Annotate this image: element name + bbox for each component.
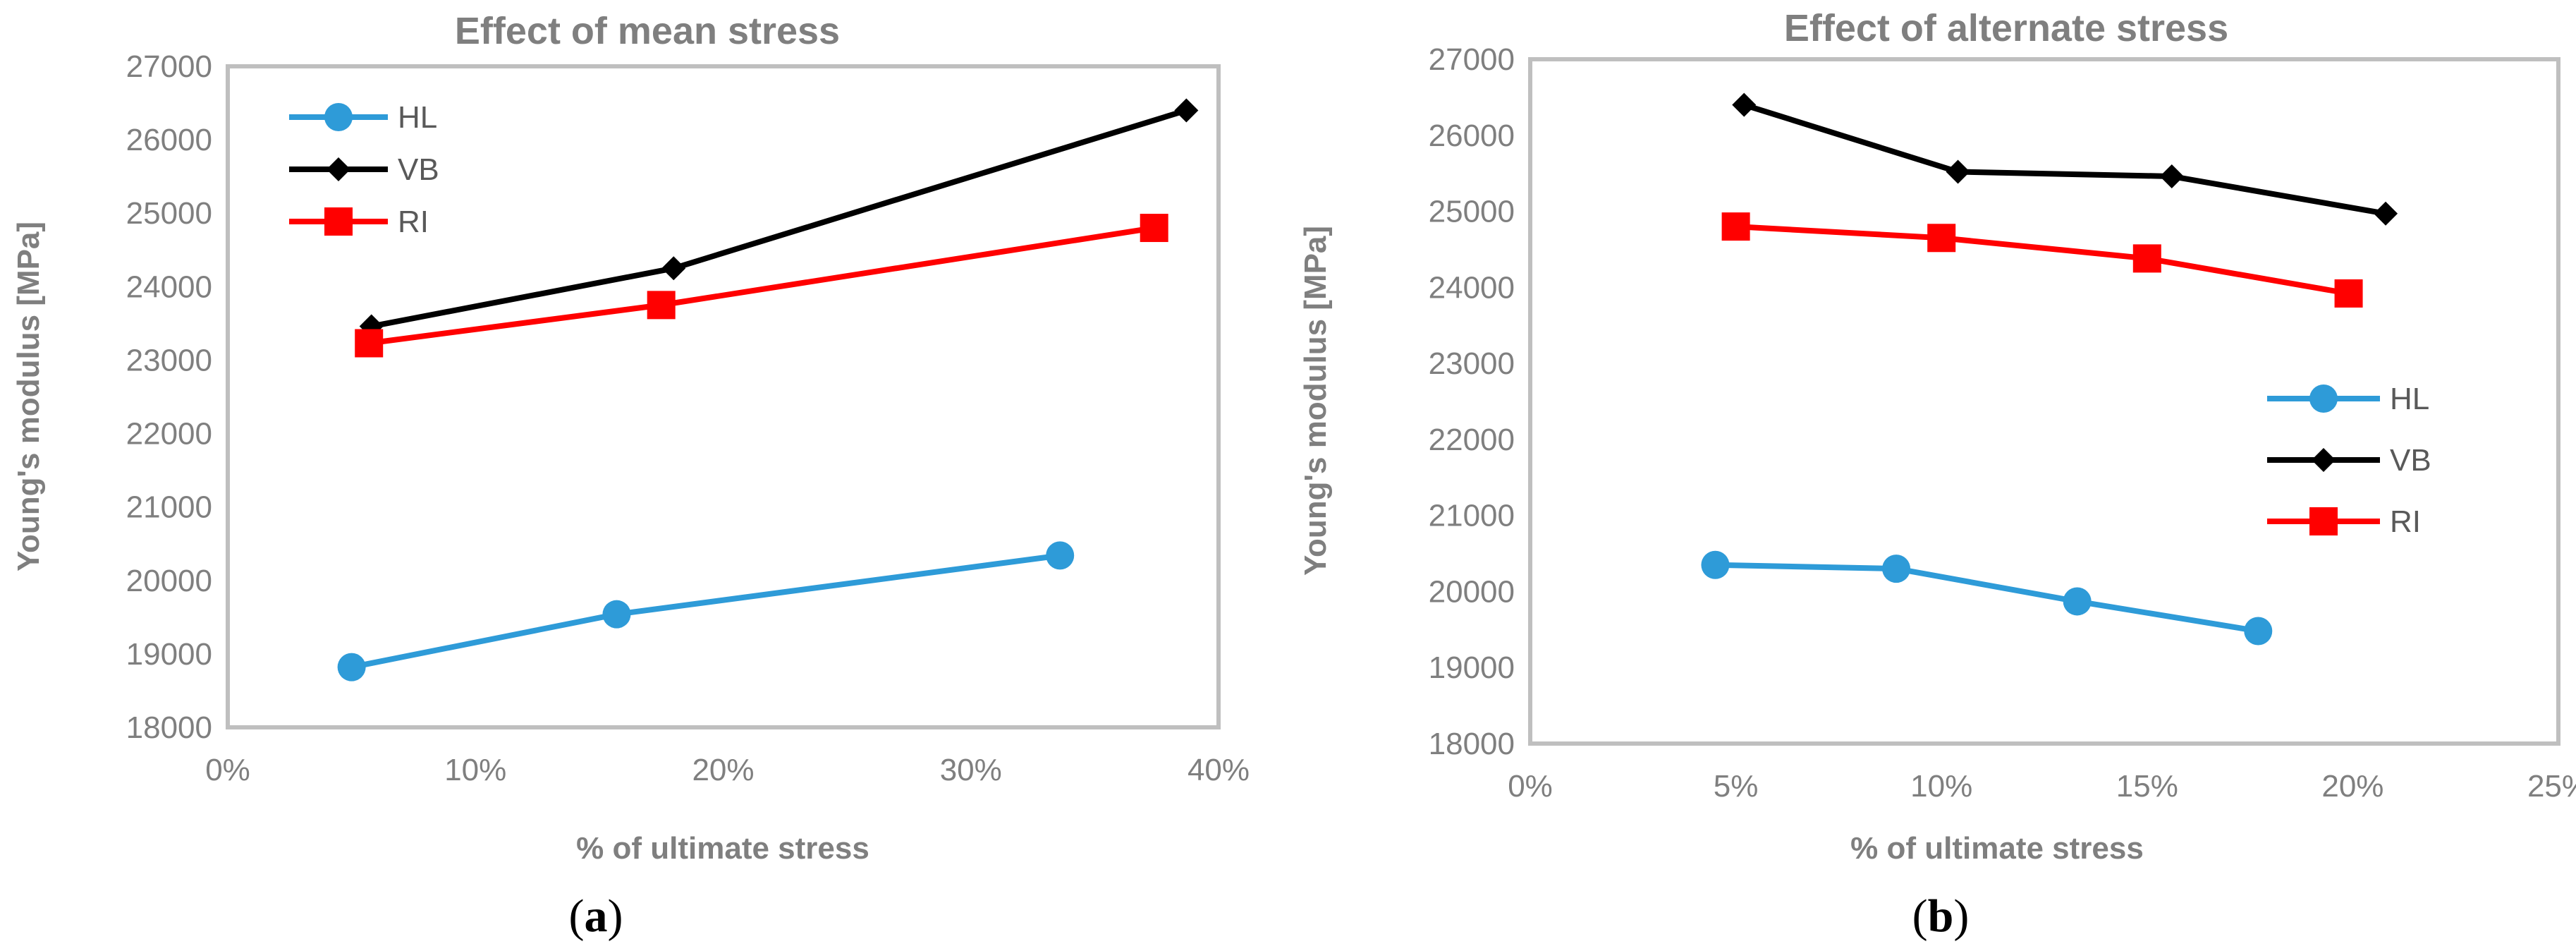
legend-marker-hl: [324, 103, 353, 131]
legend-label-hl: HL: [2390, 382, 2429, 416]
y-tick-label: 20000: [126, 564, 212, 598]
data-point-ri: [1140, 214, 1168, 243]
chart-title: Effect of mean stress: [455, 10, 840, 52]
y-tick-label: 21000: [126, 490, 212, 525]
legend-label-ri: RI: [2390, 504, 2421, 539]
data-point-ri: [355, 329, 384, 358]
x-tick-labels: 0% 5% 10% 15% 20% 25%: [1508, 769, 2576, 804]
series-line-hl: [1715, 562, 2259, 634]
y-tick-label: 22000: [126, 417, 212, 452]
legend-marker-ri: [324, 207, 353, 236]
y-tick-label: 18000: [1429, 727, 1515, 761]
y-tick-labels: 18000 19000 20000 21000 22000 23000 24000 25000…: [1429, 42, 1515, 761]
data-point-vb: [1946, 159, 1970, 184]
data-point-hl: [1701, 550, 1730, 579]
legend-marker-vb: [326, 157, 350, 181]
y-tick-label: 19000: [126, 637, 212, 672]
y-tick-label: 23000: [126, 343, 212, 377]
panel-label-open-paren: (: [569, 890, 585, 942]
series-line-ri: [368, 225, 1155, 346]
y-tick-label: 20000: [1429, 574, 1515, 609]
legend: HL VB RI: [2267, 382, 2431, 539]
series-line-hl: [350, 552, 1061, 670]
data-point-ri: [1927, 224, 1956, 253]
plot-area-frame: [226, 64, 1221, 729]
x-tick-label: 40%: [1188, 753, 1250, 787]
chart-panel-b: Effect of alternate stress Young's modul…: [1298, 7, 2576, 942]
data-point-ri: [647, 291, 676, 320]
x-axis-label: % of ultimate stress: [576, 831, 869, 866]
y-tick-label: 26000: [126, 123, 212, 157]
y-tick-label: 22000: [1429, 423, 1515, 457]
y-tick-label: 21000: [1429, 499, 1515, 533]
x-tick-label: 0%: [205, 753, 250, 787]
chart-title: Effect of alternate stress: [1784, 7, 2228, 49]
data-point-hl: [602, 600, 631, 629]
x-tick-label: 0%: [1508, 769, 1553, 804]
y-tick-label: 27000: [126, 49, 212, 84]
x-tick-label: 30%: [940, 753, 1002, 787]
y-tick-label: 25000: [126, 196, 212, 231]
legend-label-hl: HL: [398, 100, 437, 135]
data-point-hl: [1046, 541, 1075, 570]
y-tick-label: 25000: [1429, 195, 1515, 229]
x-tick-label: 10%: [1910, 769, 1972, 804]
plot-area-frame: [1528, 57, 2560, 746]
y-tick-label: 24000: [1429, 270, 1515, 305]
data-point-vb: [1174, 98, 1199, 123]
y-tick-label: 19000: [1429, 650, 1515, 685]
series-layer: [337, 98, 1199, 682]
x-axis-label: % of ultimate stress: [1850, 831, 2144, 866]
x-tick-label: 15%: [2116, 769, 2178, 804]
data-point-vb: [661, 256, 686, 281]
series-layer: [1701, 92, 2398, 646]
legend-label-vb: VB: [398, 152, 439, 187]
data-point-hl: [2244, 617, 2273, 646]
y-axis-label: Young's modulus [MPa]: [1298, 226, 1333, 576]
y-tick-labels: 18000 19000 20000 21000 22000 23000 24000 25000…: [126, 49, 212, 745]
x-tick-label: 5%: [1714, 769, 1759, 804]
data-point-hl: [2063, 587, 2092, 616]
series-line-vb: [1743, 102, 2386, 217]
data-point-hl: [1882, 555, 1911, 583]
panel-label-open-paren: (: [1912, 890, 1928, 942]
legend: HL VB RI: [289, 100, 439, 239]
panel-label-letter: b: [1928, 890, 1954, 942]
panel-label: (b): [1912, 890, 1970, 942]
data-point-ri: [2132, 244, 2161, 273]
x-tick-label: 25%: [2527, 769, 2576, 804]
y-tick-label: 27000: [1429, 42, 1515, 77]
legend-label-vb: VB: [2390, 443, 2431, 478]
data-point-vb: [2374, 201, 2398, 226]
y-tick-label: 23000: [1429, 346, 1515, 381]
data-point-vb: [2159, 164, 2184, 188]
series-line-ri: [1735, 224, 2350, 296]
series-line-vb: [370, 107, 1188, 329]
legend-marker-hl: [2309, 384, 2338, 413]
y-axis-label: Young's modulus [MPa]: [11, 222, 46, 571]
data-point-hl: [337, 653, 366, 682]
legend-marker-ri: [2309, 507, 2338, 535]
y-tick-label: 26000: [1429, 119, 1515, 153]
panel-label-close-paren: ): [608, 890, 623, 942]
data-point-ri: [2334, 279, 2363, 308]
chart-panel-a: Effect of mean stress Young's modulus [M…: [11, 10, 1250, 942]
y-tick-label: 18000: [126, 710, 212, 745]
legend-marker-vb: [2312, 448, 2336, 472]
data-point-vb: [1732, 92, 1757, 117]
x-tick-label: 10%: [444, 753, 506, 787]
y-tick-label: 24000: [126, 269, 212, 304]
x-tick-label: 20%: [692, 753, 754, 787]
panel-label-close-paren: ): [1953, 890, 1969, 942]
panel-label-letter: a: [585, 890, 608, 942]
legend-label-ri: RI: [398, 205, 429, 239]
x-tick-labels: 0% 10% 20% 30% 40%: [205, 753, 1250, 787]
data-point-ri: [1721, 212, 1750, 241]
panel-label: (a): [569, 890, 623, 942]
x-tick-label: 20%: [2321, 769, 2383, 804]
